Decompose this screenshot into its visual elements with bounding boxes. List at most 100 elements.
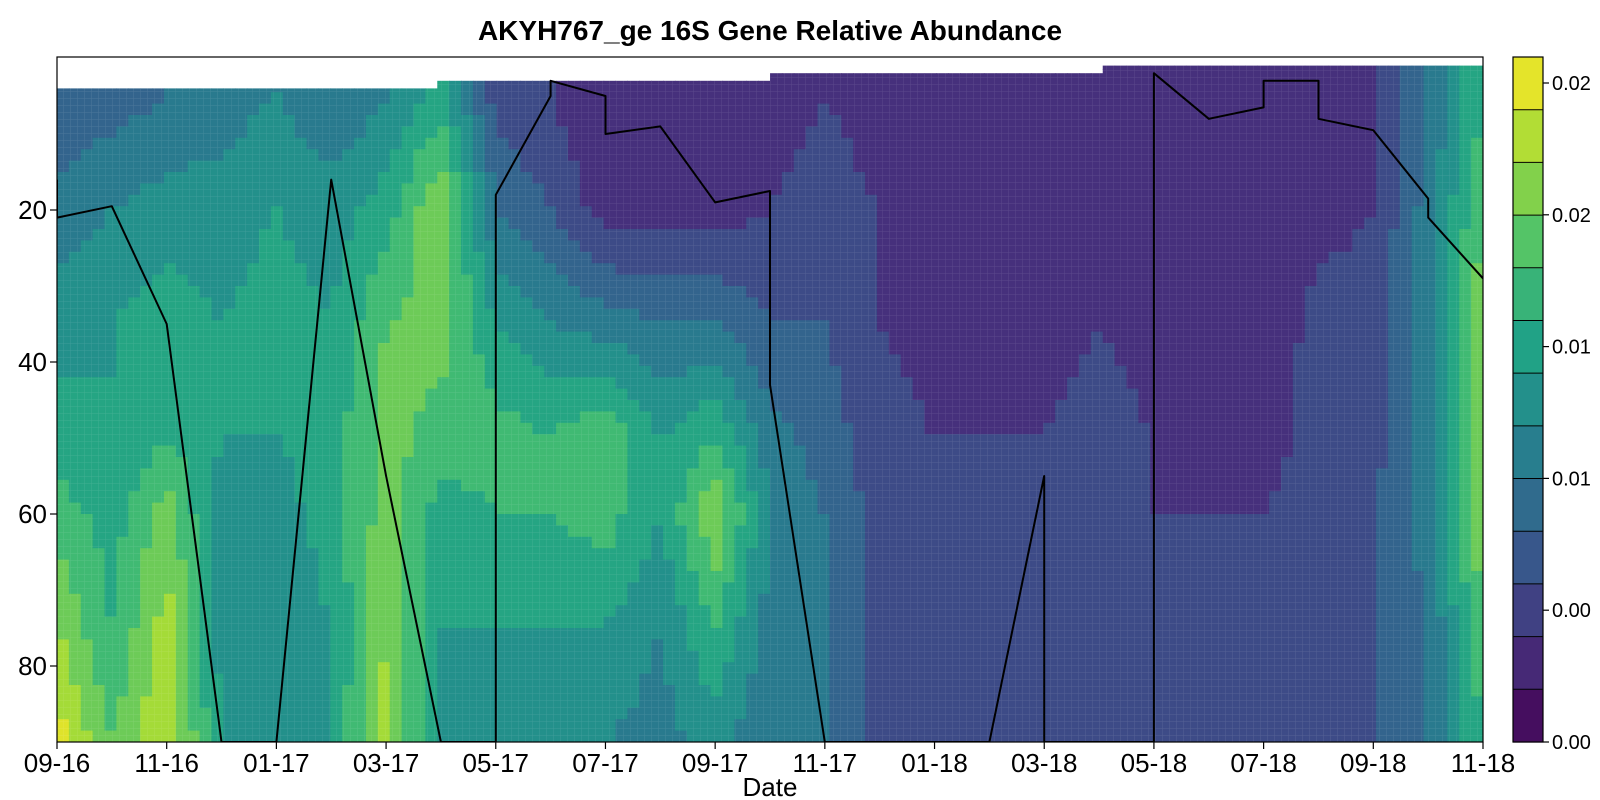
heat-cell	[401, 502, 415, 515]
heat-cell	[888, 434, 902, 447]
heat-cell	[603, 263, 617, 276]
heat-cell	[1007, 650, 1021, 663]
heat-cell	[532, 662, 545, 675]
heat-cell	[57, 331, 70, 344]
heat-cell	[781, 571, 795, 583]
heat-cell	[449, 80, 462, 93]
heat-cell	[282, 685, 296, 697]
heat-cell	[449, 103, 462, 116]
heat-cell	[140, 422, 153, 435]
heat-cell	[223, 673, 236, 686]
heat-cell	[449, 274, 462, 287]
heat-cell	[567, 639, 581, 652]
heat-cell	[722, 491, 735, 504]
heat-cell	[1067, 80, 1080, 93]
heat-cell	[294, 593, 308, 606]
heat-cell	[365, 696, 379, 709]
heat-cell	[92, 183, 106, 196]
heat-cell	[354, 297, 367, 310]
heat-cell	[686, 263, 700, 276]
heat-cell	[235, 126, 248, 139]
heat-cell	[674, 445, 688, 458]
heat-cell	[294, 422, 308, 435]
heat-cell	[175, 229, 189, 241]
heat-cell	[318, 673, 331, 686]
heat-cell	[995, 365, 1009, 378]
heat-cell	[318, 639, 331, 652]
heat-cell	[651, 422, 664, 435]
heat-cell	[92, 685, 106, 697]
heat-cell	[972, 160, 985, 173]
heat-cell	[116, 445, 129, 458]
heat-cell	[508, 479, 522, 492]
heat-cell	[365, 502, 379, 515]
heat-cell	[900, 183, 914, 196]
heat-cell	[579, 628, 593, 640]
heat-cell	[544, 400, 557, 412]
heat-cell	[936, 536, 949, 549]
heat-cell	[472, 400, 486, 412]
heat-cell	[805, 571, 819, 583]
heat-cell	[354, 673, 367, 686]
heat-cell	[259, 422, 272, 435]
heat-cell	[1007, 149, 1021, 162]
heat-cell	[163, 137, 177, 150]
heat-cell	[734, 536, 747, 549]
heat-cell	[401, 172, 415, 184]
heat-cell	[686, 628, 700, 640]
heat-cell	[413, 194, 426, 207]
heat-cell	[389, 251, 403, 264]
heat-cell	[591, 685, 605, 697]
heat-cell	[995, 354, 1009, 367]
heat-cell	[57, 445, 70, 458]
heat-cell	[829, 80, 842, 93]
heat-cell	[876, 639, 890, 652]
heat-cell	[627, 160, 640, 173]
heat-cell	[627, 172, 640, 184]
heat-cell	[544, 229, 557, 241]
heat-cell	[876, 388, 890, 401]
heat-cell	[425, 479, 438, 492]
heat-cell	[746, 126, 759, 139]
heat-cell	[365, 457, 379, 469]
heat-cell	[734, 514, 747, 526]
heat-cell	[579, 422, 593, 435]
heat-cell	[389, 88, 403, 93]
heat-cell	[259, 411, 272, 424]
heat-cell	[556, 571, 569, 583]
heat-cell	[1043, 263, 1056, 276]
heat-cell	[912, 194, 926, 207]
heat-cell	[983, 263, 997, 276]
heat-cell	[770, 92, 783, 105]
heat-cell	[960, 605, 973, 618]
heat-cell	[508, 536, 522, 549]
heat-cell	[995, 331, 1009, 344]
heat-cell	[57, 320, 70, 333]
heat-cell	[1007, 582, 1021, 595]
heat-cell	[770, 685, 783, 697]
heat-cell	[924, 525, 937, 538]
heat-cell	[104, 457, 118, 469]
heat-cell	[770, 229, 783, 241]
heat-cell	[377, 160, 391, 173]
heat-cell	[199, 559, 213, 572]
heat-cell	[829, 73, 842, 82]
heat-cell	[508, 434, 522, 447]
heat-cell	[722, 593, 735, 606]
heat-cell	[853, 263, 866, 276]
heat-cell	[472, 377, 486, 390]
heat-cell	[900, 194, 914, 207]
heat-cell	[496, 434, 510, 447]
heat-cell	[960, 434, 973, 447]
heat-cell	[235, 685, 248, 697]
heat-cell	[354, 320, 367, 333]
heat-cell	[389, 707, 403, 720]
heat-cell	[104, 194, 118, 207]
heat-cell	[734, 274, 747, 287]
heat-cell	[722, 80, 735, 93]
heat-cell	[686, 696, 700, 709]
heat-cell	[520, 548, 533, 561]
heat-cell	[270, 274, 284, 287]
heat-cell	[888, 707, 902, 720]
heat-cell	[92, 582, 106, 595]
